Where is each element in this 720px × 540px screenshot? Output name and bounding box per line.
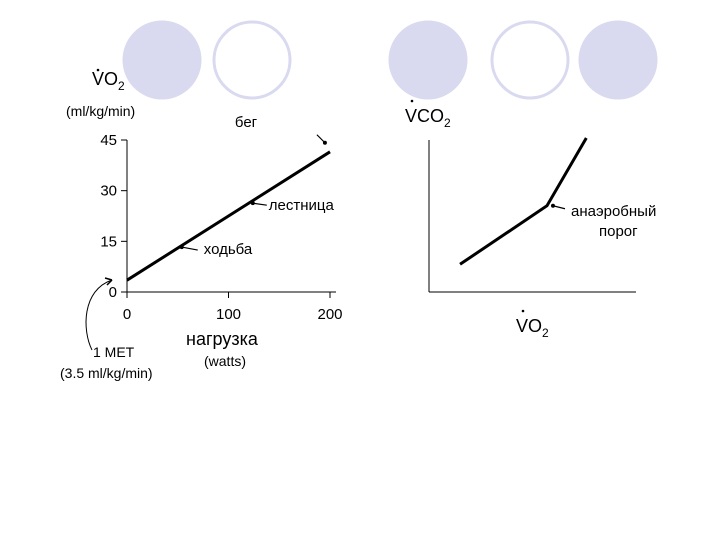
met-note-line2: (3.5 ml/kg/min) xyxy=(60,365,153,381)
chart2-annotation-arrow xyxy=(552,205,566,210)
decor-circle-outlined xyxy=(212,20,292,100)
chart1-annotation-arrowhead xyxy=(250,201,255,206)
chart1-ylabel-sub: 2 xyxy=(118,79,125,93)
decor-circle-outlined xyxy=(490,20,570,100)
chart2-ylabel: VCO2 xyxy=(405,106,451,130)
chart2-series-line xyxy=(459,137,588,266)
chart1-annotation-arrowhead xyxy=(179,245,184,250)
chart1-xtick-label: 100 xyxy=(216,306,241,323)
chart2-xlabel-dot xyxy=(521,309,525,313)
met-note-line1: 1 MET xyxy=(93,344,135,360)
chart2-xlabel-base: VO xyxy=(516,316,542,336)
decorative-circles xyxy=(122,20,658,100)
chart1-series-line xyxy=(126,150,331,282)
chart1-annotation-arrowhead xyxy=(322,140,327,145)
chart1-ytick-label: 30 xyxy=(100,183,117,200)
decor-circle-filled xyxy=(578,20,658,100)
chart1-ytick-label: 15 xyxy=(100,233,117,250)
chart1-annotation-label: бег xyxy=(235,114,258,131)
chart2-ylabel-dot xyxy=(410,99,414,103)
chart1-xtick-label: 200 xyxy=(317,306,342,323)
chart1-annotation-label: лестница xyxy=(269,197,335,214)
chart1-annotation-label: ходьба xyxy=(204,241,253,258)
chart1-ticks: 0 15 30 45 0 100 200 xyxy=(100,132,342,323)
decor-circle-filled xyxy=(122,20,202,100)
chart1-series xyxy=(126,150,331,282)
chart1-annotation-arrow xyxy=(181,246,198,251)
chart1-annotations: бег лестница ходьба xyxy=(179,114,335,258)
decor-circle-filled xyxy=(388,20,468,100)
chart2-annotation-arrowhead xyxy=(550,203,555,208)
chart2-ylabel-base: VCO xyxy=(405,106,444,126)
chart1-xunit: (watts) xyxy=(204,353,246,369)
chart2-annotations: анаэробный порог xyxy=(550,203,656,240)
chart2-xlabel-sub: 2 xyxy=(542,326,549,340)
chart1-ylabel-dot xyxy=(96,68,100,72)
chart1-xtick-label: 0 xyxy=(123,306,131,323)
met-note-curve xyxy=(85,279,113,351)
met-note-arrowhead xyxy=(104,277,113,286)
chart2-series xyxy=(459,137,588,266)
chart1-ylabel-base: VO xyxy=(92,69,118,89)
chart2-ylabel-sub: 2 xyxy=(444,116,451,130)
chart1-ylabel: VO2 xyxy=(92,69,125,93)
chart2-annotation-line2: порог xyxy=(599,223,638,240)
chart1-xlabel: нагрузка xyxy=(186,329,259,349)
chart1-ytick-label: 45 xyxy=(100,132,117,149)
chart1-axes xyxy=(126,140,336,293)
chart2-xlabel: VO2 xyxy=(516,316,549,340)
chart1-annotation-arrow xyxy=(252,202,267,206)
chart2-annotation-line1: анаэробный xyxy=(571,203,656,220)
chart1-yunit: (ml/kg/min) xyxy=(66,103,135,119)
chart1-ytick-label: 0 xyxy=(109,284,117,301)
